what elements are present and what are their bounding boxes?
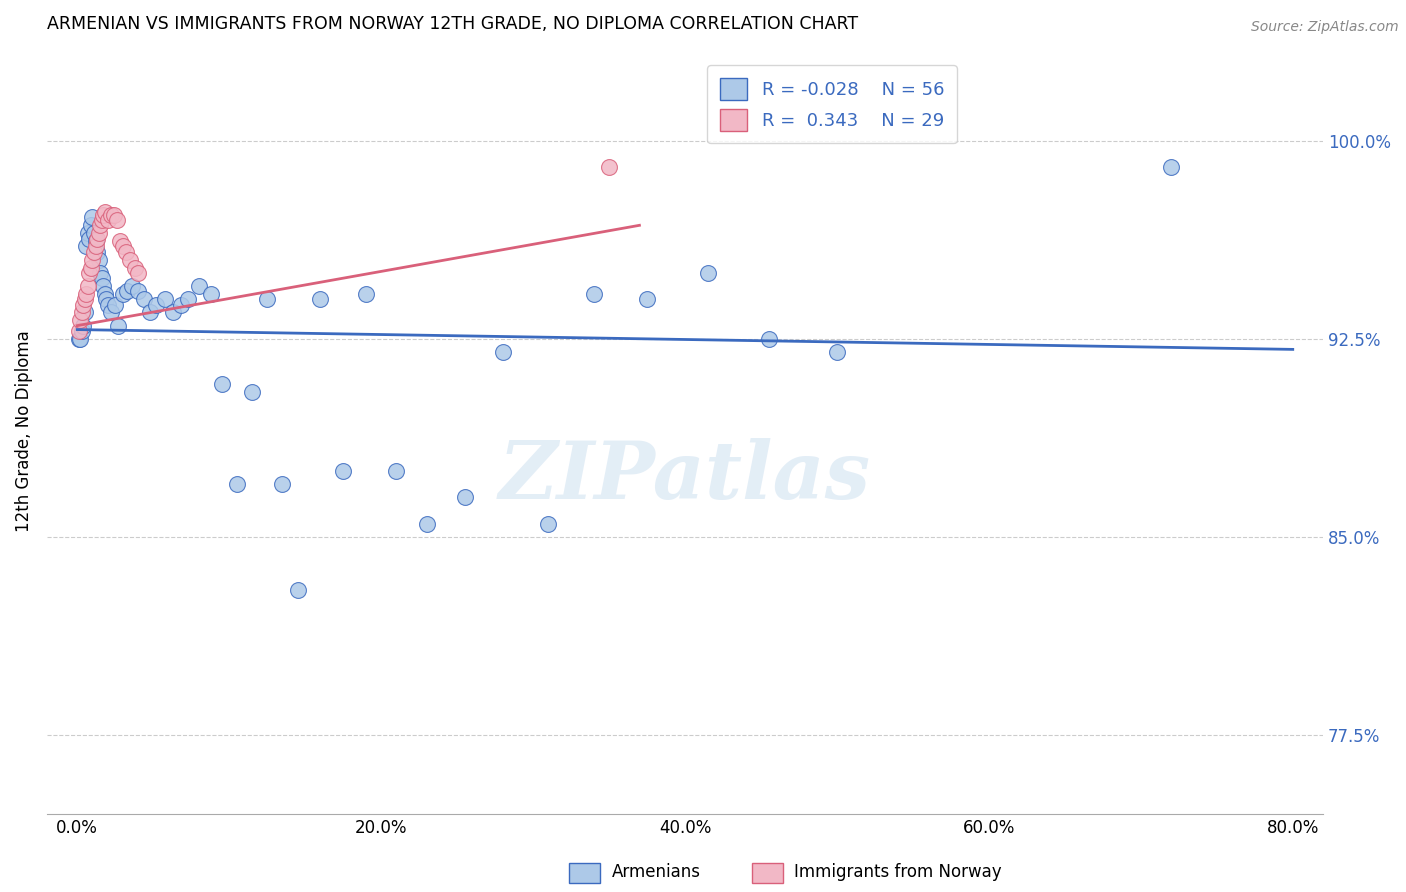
Text: ARMENIAN VS IMMIGRANTS FROM NORWAY 12TH GRADE, NO DIPLOMA CORRELATION CHART: ARMENIAN VS IMMIGRANTS FROM NORWAY 12TH …	[46, 15, 858, 33]
Point	[87, 252, 110, 267]
Point	[240, 384, 263, 399]
Point	[287, 582, 309, 597]
Point	[87, 226, 110, 240]
Point	[79, 266, 101, 280]
Point	[107, 318, 129, 333]
Point	[139, 305, 162, 319]
Point	[145, 297, 167, 311]
Point	[86, 244, 108, 259]
Point	[91, 279, 114, 293]
Point	[636, 292, 658, 306]
Point	[82, 252, 104, 267]
Point	[86, 231, 108, 245]
Point	[70, 305, 93, 319]
Point	[309, 292, 332, 306]
Point	[90, 213, 112, 227]
Point	[169, 297, 191, 311]
Point	[454, 490, 477, 504]
Point	[77, 279, 100, 293]
Point	[117, 285, 139, 299]
Point	[77, 226, 100, 240]
Point	[127, 266, 149, 280]
Point	[120, 252, 142, 267]
Point	[582, 287, 605, 301]
Point	[162, 305, 184, 319]
Point	[187, 279, 209, 293]
Point	[90, 271, 112, 285]
Point	[100, 208, 122, 222]
Point	[72, 318, 94, 333]
Point	[111, 287, 134, 301]
Point	[200, 287, 222, 301]
Point	[177, 292, 200, 306]
Point	[598, 160, 620, 174]
Point	[67, 332, 90, 346]
Point	[83, 244, 105, 259]
Point	[111, 239, 134, 253]
Point	[73, 305, 96, 319]
Point	[124, 260, 146, 275]
Point	[256, 292, 278, 306]
Point	[82, 211, 104, 225]
Point	[83, 226, 105, 240]
Point	[104, 297, 127, 311]
Y-axis label: 12th Grade, No Diploma: 12th Grade, No Diploma	[15, 330, 32, 533]
Text: ZIPatlas: ZIPatlas	[499, 438, 872, 516]
Point	[69, 313, 91, 327]
Point	[89, 266, 111, 280]
Text: Immigrants from Norway: Immigrants from Norway	[794, 863, 1002, 881]
Point	[72, 297, 94, 311]
Point	[121, 279, 143, 293]
Point	[94, 292, 117, 306]
Point	[127, 285, 149, 299]
Point	[758, 332, 780, 346]
Point	[211, 376, 233, 391]
Point	[93, 287, 115, 301]
Point	[115, 244, 138, 259]
Point	[97, 297, 120, 311]
Point	[79, 231, 101, 245]
Point	[385, 464, 408, 478]
Point	[537, 516, 560, 531]
Point	[134, 292, 156, 306]
Point	[97, 213, 120, 227]
Point	[271, 477, 294, 491]
Point	[80, 260, 103, 275]
Point	[825, 345, 848, 359]
Text: Armenians: Armenians	[612, 863, 700, 881]
Point	[69, 332, 91, 346]
Point	[84, 234, 107, 248]
Point	[155, 292, 177, 306]
Point	[91, 208, 114, 222]
Legend: R = -0.028    N = 56, R =  0.343    N = 29: R = -0.028 N = 56, R = 0.343 N = 29	[707, 65, 956, 144]
Point	[75, 239, 97, 253]
Point	[332, 464, 354, 478]
Point	[1160, 160, 1182, 174]
Point	[67, 324, 90, 338]
Point	[492, 345, 515, 359]
Point	[354, 287, 377, 301]
Point	[225, 477, 247, 491]
Point	[93, 205, 115, 219]
Point	[70, 324, 93, 338]
Point	[416, 516, 439, 531]
Point	[80, 219, 103, 233]
Point	[100, 305, 122, 319]
Point	[75, 287, 97, 301]
Point	[84, 239, 107, 253]
Point	[108, 234, 131, 248]
Point	[105, 213, 128, 227]
Point	[89, 219, 111, 233]
Text: Source: ZipAtlas.com: Source: ZipAtlas.com	[1251, 20, 1399, 34]
Point	[73, 292, 96, 306]
Point	[103, 208, 125, 222]
Point	[696, 266, 718, 280]
